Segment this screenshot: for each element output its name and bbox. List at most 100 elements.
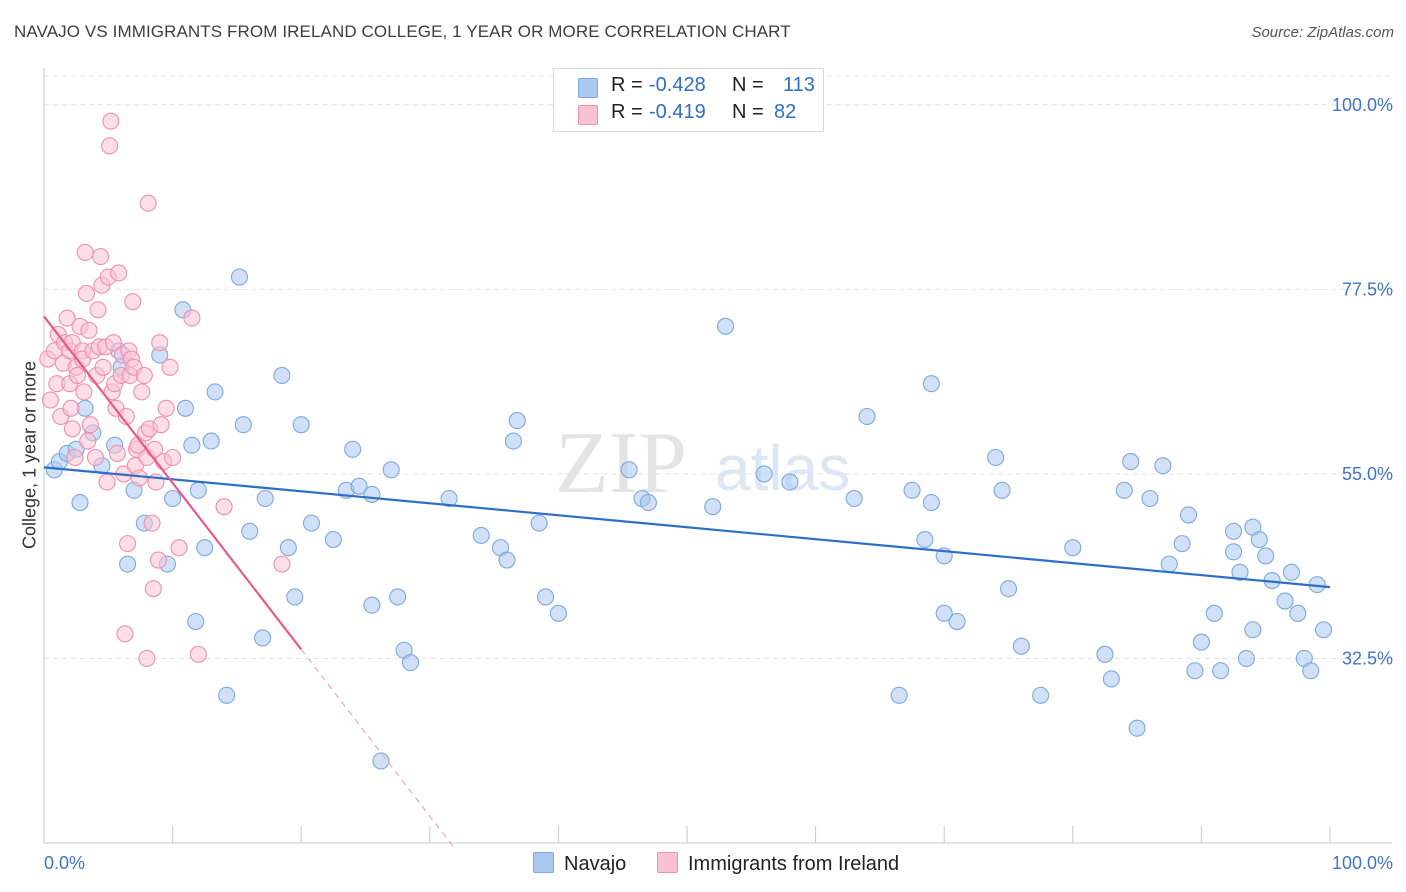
- ireland-point: [86, 448, 104, 467]
- ireland-point: [151, 334, 169, 352]
- navajo-point: [1064, 539, 1082, 557]
- ireland-point: [144, 580, 162, 598]
- ireland-point: [92, 247, 110, 266]
- axes: [43, 68, 1392, 844]
- navajo-point: [256, 489, 274, 508]
- navajo-point: [620, 461, 638, 479]
- navajo-point: [1237, 649, 1255, 668]
- ireland-point: [94, 358, 112, 376]
- ireland-point: [149, 551, 168, 569]
- tick-labels: 100.0% 77.5% 55.0% 32.5% 0.0% 100.0%: [44, 95, 1393, 873]
- navajo-point: [286, 588, 304, 606]
- watermark-zip: ZIP: [555, 415, 687, 512]
- ireland-point: [101, 137, 119, 155]
- navajo-trend-line: [43, 466, 1331, 589]
- ireland-point: [102, 112, 120, 130]
- navajo-point: [1160, 555, 1178, 573]
- legend-swatch-navajo: [578, 78, 598, 98]
- trend-lines: [43, 315, 1331, 850]
- navajo-point: [987, 448, 1005, 467]
- navajo-point: [549, 604, 567, 622]
- y-tick-label: 77.5%: [1342, 279, 1393, 299]
- stats-legend: R = -0.428 N = 113 R = -0.419 N = 82: [553, 68, 824, 132]
- navajo-point: [922, 375, 940, 393]
- navajo-point: [1244, 621, 1262, 639]
- navajo-point: [1102, 670, 1120, 688]
- navajo-point: [382, 461, 400, 479]
- legend-r-value: -0.428: [649, 74, 706, 96]
- navajo-point: [183, 436, 201, 454]
- ireland-point: [170, 539, 188, 557]
- navajo-point: [1012, 637, 1030, 655]
- navajo-point: [890, 686, 908, 704]
- navajo-point: [1192, 633, 1210, 651]
- ireland-point: [139, 194, 157, 212]
- navajo-point: [1276, 592, 1294, 610]
- ireland-point: [143, 514, 161, 532]
- ireland-point: [79, 432, 97, 450]
- navajo-point: [389, 588, 407, 606]
- watermark-atlas: atlas: [715, 432, 850, 504]
- navajo-point: [218, 686, 236, 704]
- ireland-point: [130, 469, 148, 487]
- legend-swatch-navajo: [533, 852, 554, 873]
- navajo-point: [324, 530, 342, 549]
- navajo-point: [279, 539, 297, 557]
- navajo-point: [858, 407, 876, 426]
- navajo-point: [187, 612, 205, 631]
- navajo-point: [164, 489, 182, 508]
- navajo-point: [206, 383, 224, 401]
- navajo-point: [1141, 489, 1159, 508]
- navajo-point: [922, 494, 940, 512]
- legend-swatch-ireland: [657, 852, 678, 873]
- legend-row-ireland: R = -0.419 N = 82: [554, 101, 823, 127]
- navajo-point: [1231, 563, 1249, 581]
- navajo-point: [1128, 719, 1146, 737]
- navajo-point: [440, 489, 458, 508]
- y-tick-label: 32.5%: [1342, 648, 1393, 668]
- ireland-point: [133, 383, 151, 401]
- y-tick-label: 100.0%: [1332, 95, 1393, 115]
- navajo-point: [999, 580, 1018, 598]
- legend-r-value: -0.419: [649, 101, 706, 123]
- legend-r-label: R =: [611, 101, 643, 123]
- ireland-point: [215, 498, 233, 516]
- navajo-point: [1115, 481, 1133, 499]
- navajo-point: [1225, 543, 1243, 561]
- ireland-point: [124, 293, 142, 311]
- legend-n-value: 82: [774, 101, 797, 123]
- ireland-point: [110, 264, 128, 282]
- ireland-point: [116, 625, 134, 643]
- navajo-point: [176, 399, 195, 417]
- navajo-point: [498, 551, 516, 569]
- navajo-point: [781, 473, 799, 491]
- ireland-point: [75, 383, 93, 401]
- chart-title: NAVAJO VS IMMIGRANTS FROM IRELAND COLLEG…: [14, 22, 791, 41]
- navajo-point: [903, 481, 921, 499]
- ireland-point: [189, 645, 207, 663]
- navajo-point: [1179, 506, 1198, 524]
- y-tick-label: 55.0%: [1342, 464, 1393, 484]
- navajo-point: [1173, 535, 1191, 553]
- ireland-point: [152, 416, 170, 434]
- navajo-point: [916, 530, 934, 549]
- navajo-point: [196, 539, 214, 557]
- ireland-point: [119, 535, 137, 553]
- ireland-point: [161, 358, 179, 376]
- navajo-point: [1257, 547, 1275, 565]
- ireland-point: [62, 399, 80, 417]
- source-credit: Source: ZipAtlas.com: [1251, 24, 1394, 41]
- navajo-point: [639, 494, 657, 512]
- navajo-point: [948, 612, 966, 631]
- ireland-point: [157, 399, 175, 417]
- navajo-point: [755, 465, 773, 483]
- legend-label-navajo: Navajo: [564, 853, 627, 875]
- navajo-point: [302, 514, 321, 532]
- x-tick-label-right: 100.0%: [1332, 853, 1393, 873]
- ireland-point: [135, 366, 153, 385]
- navajo-point: [273, 366, 291, 385]
- y-axis-label: College, 1 year or more: [19, 360, 40, 550]
- legend-r-label: R =: [611, 74, 643, 96]
- navajo-point: [1096, 645, 1114, 663]
